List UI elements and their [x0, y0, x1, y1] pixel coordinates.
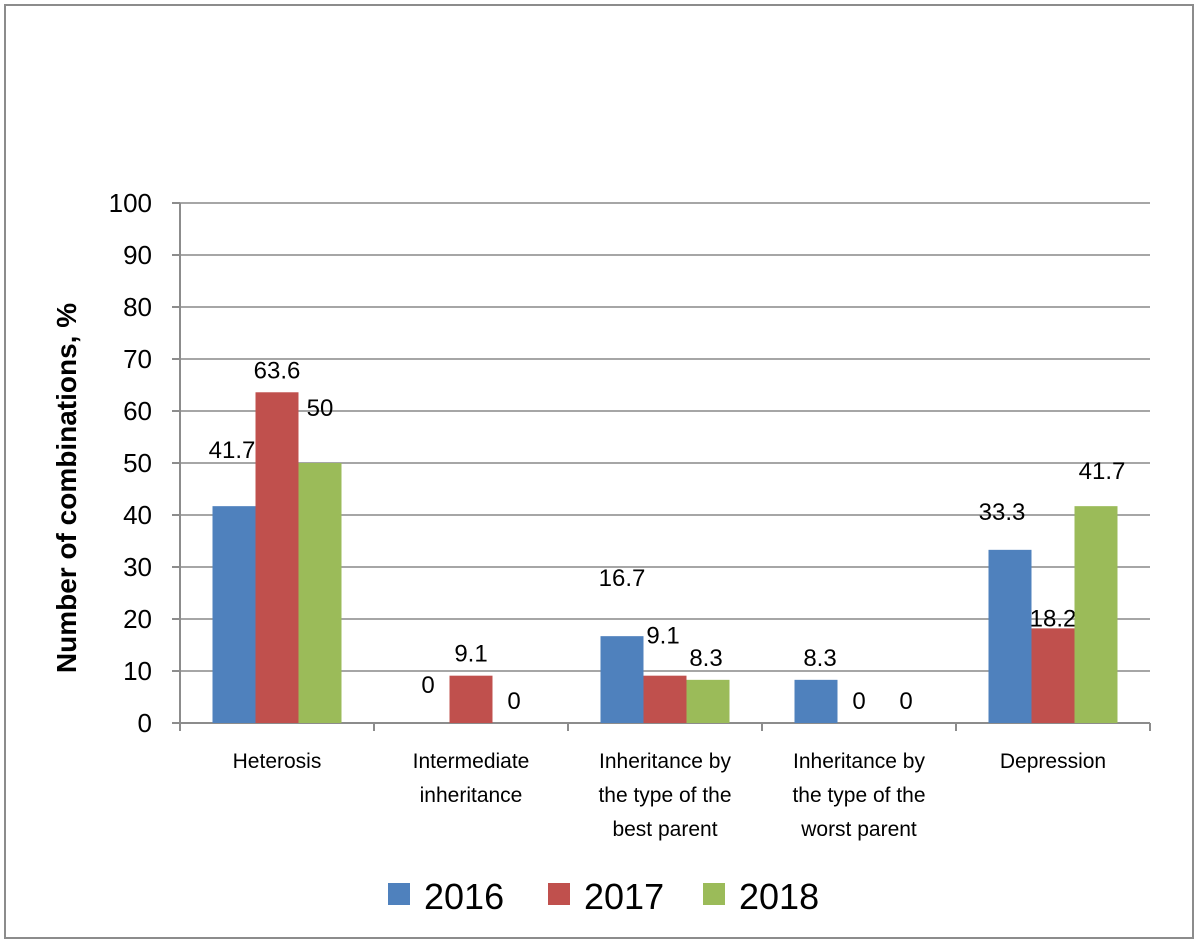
data-label-2018: 8.3 — [689, 645, 722, 672]
x-category-label: Intermediate — [413, 750, 530, 773]
data-label-2018: 41.7 — [1079, 458, 1126, 485]
x-category-label: Heterosis — [233, 750, 322, 773]
x-category-label: inheritance — [420, 784, 523, 807]
data-label-2016: 8.3 — [803, 645, 836, 672]
x-category-label: best parent — [612, 818, 717, 841]
bar-2018 — [686, 679, 730, 723]
data-label-2017: 9.1 — [646, 623, 679, 650]
data-label-2017: 0 — [852, 688, 865, 715]
x-category-label: the type of the — [598, 784, 731, 807]
y-tick-label: 70 — [123, 344, 152, 374]
y-tick-label: 60 — [123, 396, 152, 426]
data-label-2017: 18.2 — [1030, 605, 1077, 632]
bar-2018 — [1074, 506, 1118, 723]
data-label-2016: 16.7 — [599, 565, 646, 592]
chart-frame — [4, 4, 1194, 939]
y-tick-label: 80 — [123, 292, 152, 322]
y-tick-label: 0 — [138, 708, 152, 738]
data-label-2016: 0 — [421, 672, 434, 699]
legend-swatch-2018 — [703, 883, 725, 905]
legend-swatch-2016 — [388, 883, 410, 905]
data-label-2018: 0 — [899, 688, 912, 715]
y-tick-label: 50 — [123, 448, 152, 478]
data-label-2018: 50 — [307, 395, 334, 422]
y-tick-label: 30 — [123, 552, 152, 582]
y-tick-label: 100 — [109, 188, 152, 218]
bar-2016 — [212, 506, 256, 723]
legend-label-2018: 2018 — [739, 876, 819, 917]
y-axis-title: Number of combinations, % — [51, 303, 82, 673]
bar-2018 — [298, 463, 342, 723]
bar-2017 — [449, 675, 493, 723]
bar-2016 — [988, 549, 1032, 723]
x-category-label: worst parent — [800, 818, 917, 841]
x-category-label: Inheritance by — [599, 750, 731, 773]
data-label-2018: 0 — [507, 688, 520, 715]
y-tick-label: 20 — [123, 604, 152, 634]
y-tick-label: 90 — [123, 240, 152, 270]
data-label-2017: 63.6 — [254, 357, 301, 384]
x-category-label: Inheritance by — [793, 750, 925, 773]
legend-swatch-2017 — [548, 883, 570, 905]
x-category-label: Depression — [1000, 750, 1106, 773]
y-tick-label: 40 — [123, 500, 152, 530]
bar-2016 — [600, 636, 644, 723]
y-tick-label: 10 — [123, 656, 152, 686]
legend-label-2016: 2016 — [424, 876, 504, 917]
data-label-2016: 33.3 — [979, 499, 1026, 526]
bar-2017 — [643, 675, 687, 723]
data-label-2016: 41.7 — [209, 437, 256, 464]
bar-2017 — [255, 392, 299, 723]
bar-2016 — [794, 679, 838, 723]
x-category-label: the type of the — [792, 784, 925, 807]
legend-label-2017: 2017 — [584, 876, 664, 917]
data-label-2017: 9.1 — [454, 641, 487, 668]
bar-2017 — [1031, 628, 1075, 723]
